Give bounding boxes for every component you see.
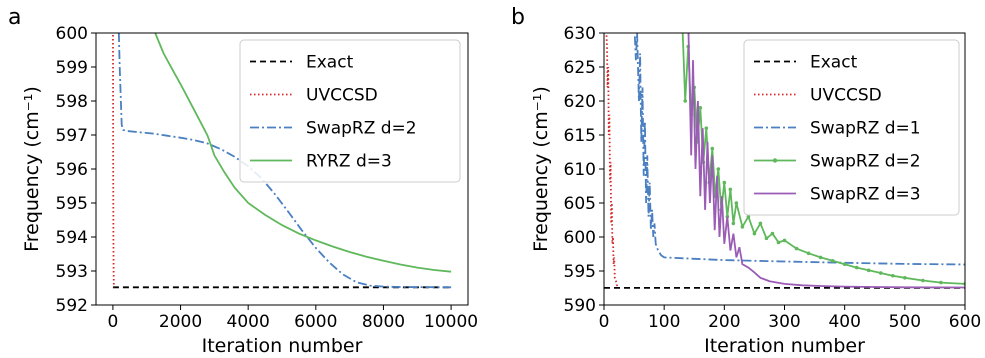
y-tick-label-b-4: 610	[564, 160, 596, 180]
legend-a: Exact UVCCSD SwapRZ d=2 RYRZ d=3	[239, 39, 461, 183]
series-point-b-3-21	[752, 231, 757, 236]
x-tick-label-a-2: 4000	[227, 312, 270, 332]
series-point-b-3-22	[758, 221, 763, 226]
series-point-b-3-17	[731, 221, 736, 226]
y-tick-label-b-6: 620	[564, 92, 596, 112]
series-point-b-3-10	[710, 146, 715, 151]
y-tick-label-b-0: 590	[564, 296, 596, 316]
y-tick-label-b-1: 595	[564, 262, 596, 282]
series-point-b-3-37	[921, 278, 925, 283]
x-tick-label-b-2: 200	[708, 312, 740, 332]
series-line-b-1	[605, 33, 620, 289]
series-line-b-4	[687, 33, 965, 289]
y-tick-label-a-4: 596	[56, 160, 88, 180]
x-tick-label-a-3: 6000	[294, 312, 337, 332]
plot-area-b	[604, 18, 965, 289]
y-axis-label-a: Frequency (cm⁻¹)	[21, 86, 43, 252]
y-tick-label-a-6: 598	[56, 92, 88, 112]
x-tick-label-b-5: 500	[889, 312, 921, 332]
x-tick-label-b-4: 400	[828, 312, 860, 332]
series-point-b-3-20	[746, 214, 751, 219]
series-point-b-3-33	[866, 268, 871, 273]
legend-label-b-3: SwapRZ d=2	[810, 152, 921, 172]
series-point-b-3-19	[740, 225, 745, 229]
legend-marker-b-3	[772, 158, 778, 163]
series-point-b-3-1	[683, 99, 688, 103]
legend-box-b	[743, 39, 960, 216]
chart-panel-b: b 0 100 200 300 400 500 600 590 595 600 605 610 615 62…	[511, 5, 981, 357]
y-axis-label-b: Frequency (cm⁻¹)	[530, 86, 552, 252]
legend-b: Exact UVCCSD SwapRZ d=1 SwapRZ d=2 SwapRZ d=…	[743, 39, 960, 216]
y-tick-label-a-5: 597	[56, 126, 88, 146]
legend-label-b-0: Exact	[810, 53, 858, 73]
y-tick-label-a-8: 600	[56, 24, 88, 44]
x-tick-label-b-0: 0	[599, 312, 610, 332]
series-line-a-3	[154, 33, 452, 273]
chart-panel-a: a 0 2000 4000 6000 8000 10000 592 593 594 595 596 59…	[8, 5, 478, 357]
legend-label-a-3: RYRZ d=3	[306, 152, 392, 172]
y-tick-label-b-5: 615	[564, 126, 596, 146]
series-point-b-3-24	[770, 231, 775, 236]
series-point-b-3-23	[764, 236, 769, 241]
y-tick-label-b-8: 630	[564, 24, 596, 44]
y-tick-label-a-2: 594	[56, 228, 88, 248]
series-point-b-3-29	[818, 255, 823, 260]
y-tick-label-a-0: 592	[56, 296, 88, 316]
x-tick-label-a-1: 2000	[159, 312, 202, 332]
x-axis-label-b: Iteration number	[704, 335, 865, 357]
series-point-b-3-12	[716, 167, 721, 171]
x-tick-label-b-1: 100	[648, 312, 680, 332]
series-point-b-3-18	[734, 201, 739, 205]
legend-box-a	[239, 39, 461, 183]
series-point-b-3-34	[878, 271, 883, 275]
series-point-b-3-0	[680, 18, 684, 22]
series-point-b-3-32	[854, 265, 859, 270]
series-point-b-3-30	[830, 259, 835, 263]
legend-label-b-2: SwapRZ d=1	[810, 119, 921, 139]
x-tick-label-a-5: 10000	[424, 312, 478, 332]
series-point-b-3-25	[776, 240, 781, 245]
series-point-b-3-14	[722, 180, 727, 185]
legend-label-a-2: SwapRZ d=2	[306, 119, 417, 139]
series-point-b-3-26	[782, 238, 787, 243]
series-point-b-3-35	[891, 273, 895, 278]
series-line-a-1	[112, 33, 115, 288]
series-point-b-3-8	[704, 126, 709, 130]
legend-label-a-0: Exact	[306, 53, 354, 73]
y-tick-label-a-3: 595	[56, 194, 88, 214]
y-tick-label-b-7: 625	[564, 58, 596, 78]
series-point-b-3-36	[903, 276, 907, 280]
series-point-b-3-28	[806, 251, 811, 256]
series-line-b-2	[633, 33, 965, 266]
x-tick-label-a-0: 0	[107, 312, 118, 332]
y-tick-label-b-2: 600	[564, 228, 596, 248]
panel-letter-a: a	[8, 5, 21, 30]
legend-label-b-1: UVCCSD	[810, 86, 882, 106]
panel-letter-b: b	[511, 5, 525, 30]
series-point-b-3-31	[842, 262, 847, 267]
x-tick-label-b-6: 600	[949, 312, 981, 332]
y-tick-label-a-1: 593	[56, 262, 88, 282]
y-tick-label-a-7: 599	[56, 58, 88, 78]
series-point-b-3-6	[698, 106, 703, 110]
series-point-b-3-38	[939, 280, 943, 285]
legend-label-b-4: SwapRZ d=3	[810, 185, 921, 205]
x-tick-label-b-3: 300	[768, 312, 800, 332]
series-point-b-3-27	[794, 246, 799, 251]
legend-label-a-1: UVCCSD	[306, 86, 378, 106]
x-axis-label-a: Iteration number	[202, 335, 363, 357]
series-point-b-3-16	[728, 187, 733, 192]
y-tick-label-b-3: 605	[564, 194, 596, 214]
x-tick-label-a-4: 8000	[362, 312, 405, 332]
